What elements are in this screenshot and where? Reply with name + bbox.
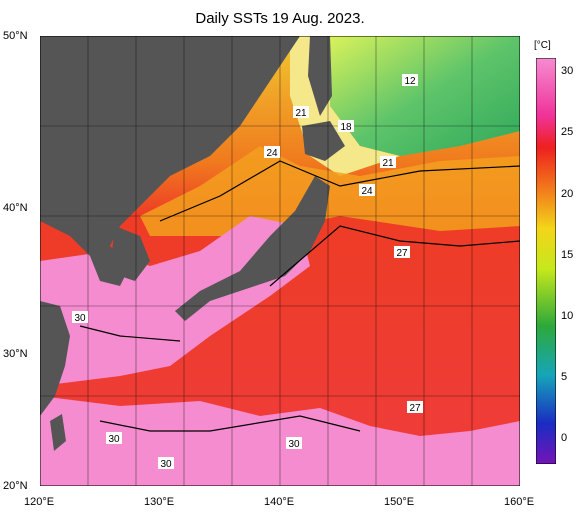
colorbar-tick: 20 [561,188,574,200]
colorbar-tick: 5 [561,371,568,383]
cold-water-region [330,36,520,156]
contour-labels: 12 21 18 24 21 24 27 30 27 30 30 30 [72,74,423,470]
isotherm-lines [79,160,520,432]
colorbar-tick: 25 [561,126,574,138]
lat-label: 40°N [3,202,28,214]
mid-latitude-band [140,146,520,236]
hokkaido [302,121,345,161]
contour-label: 24 [361,186,373,197]
lon-label: 160°E [504,496,535,508]
colorbar-tick: 15 [561,249,574,261]
china-coast [40,301,70,416]
lon-label: 140°E [264,496,295,508]
korea-peninsula [112,226,150,281]
lon-label: 150°E [384,496,415,508]
sakhalin [308,36,332,116]
contour-label: 30 [288,439,300,450]
sst-map: 12 21 18 24 21 24 27 30 27 30 30 30 [40,36,520,486]
colorbar-tick: 30 [561,65,574,77]
taiwan [50,414,66,451]
colorbar-tick: 10 [561,310,574,322]
contour-label: 27 [396,248,408,259]
contour-label: 30 [108,434,120,445]
lat-label: 30°N [3,348,28,360]
japan-islands [175,176,330,321]
asian-continent [40,36,300,286]
colorbar [536,58,556,464]
colorbar-unit: [°C] [534,40,551,51]
contour-label: 30 [74,313,86,324]
map-title: Daily SSTs 19 Aug. 2023. [195,10,365,27]
contour-label: 24 [266,148,278,159]
contour-label: 30 [160,459,172,470]
contour-label: 21 [382,158,394,169]
colorbar-tick: 0 [561,432,568,444]
contour-label: 27 [409,403,421,414]
contour-label: 12 [404,76,416,87]
contour-label: 18 [340,122,352,133]
lat-lon-grid [40,36,520,486]
lat-label: 50°N [3,30,28,42]
lon-label: 120°E [24,496,55,508]
lat-label: 20°N [3,480,28,492]
lon-label: 130°E [144,496,175,508]
contour-label: 21 [295,108,307,119]
